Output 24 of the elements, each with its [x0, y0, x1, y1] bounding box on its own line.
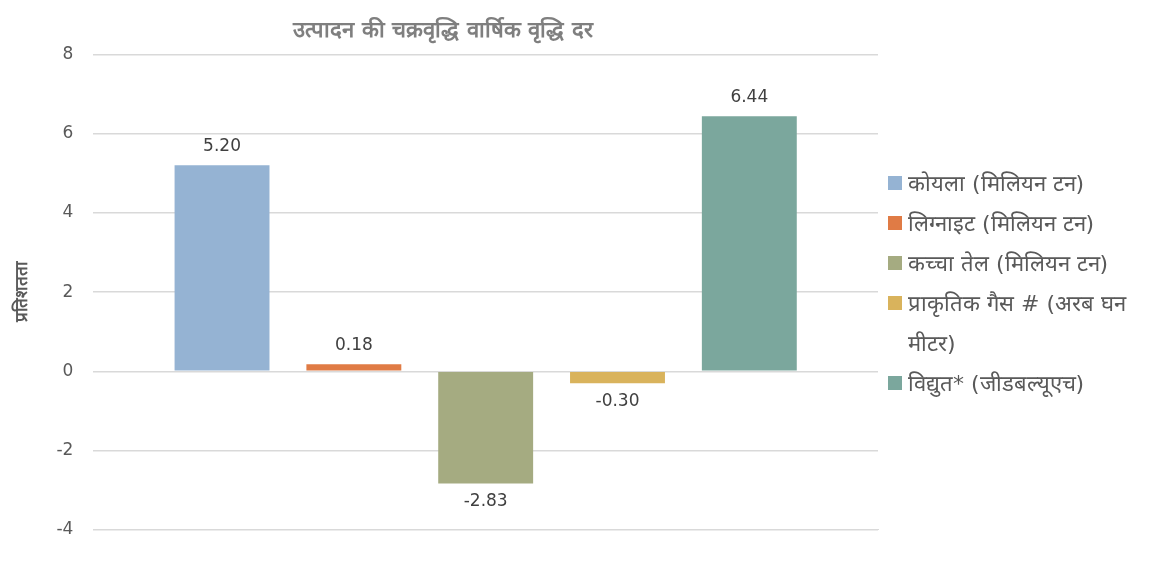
- data-label: -2.83: [463, 490, 508, 511]
- bar: [438, 372, 534, 484]
- y-tick-label: 2: [62, 280, 74, 301]
- y-tick-label: 0: [62, 359, 74, 380]
- bar: [701, 116, 797, 371]
- data-label: -0.30: [595, 390, 640, 411]
- legend-label: कच्चा तेल (मिलियन टन): [908, 250, 1109, 278]
- chart-title: उत्पादन की चक्रवृद्धि वार्षिक वृद्धि दर: [291, 15, 595, 44]
- bar: [174, 165, 270, 371]
- y-tick-label: -2: [56, 438, 74, 459]
- legend-label: प्राकृतिक गैस # (अरब घन मीटर): [908, 290, 1128, 358]
- legend-label: विद्युत* (जीडबल्यूएच): [908, 370, 1085, 399]
- legend-label: लिग्नाइट (मिलियन टन): [908, 210, 1095, 238]
- y-axis-title: प्रतिशतता: [10, 261, 31, 324]
- data-label: 5.20: [203, 135, 241, 156]
- y-tick-label: -4: [56, 518, 74, 539]
- data-label: 6.44: [730, 86, 769, 107]
- bar: [570, 372, 665, 384]
- y-tick-label: 6: [62, 122, 74, 143]
- bar: [306, 364, 402, 371]
- legend-label: कोयला (मिलियन टन): [908, 170, 1085, 198]
- y-tick-label: 4: [62, 201, 74, 222]
- data-label: 0.18: [334, 334, 373, 355]
- y-tick-label: 8: [62, 42, 74, 63]
